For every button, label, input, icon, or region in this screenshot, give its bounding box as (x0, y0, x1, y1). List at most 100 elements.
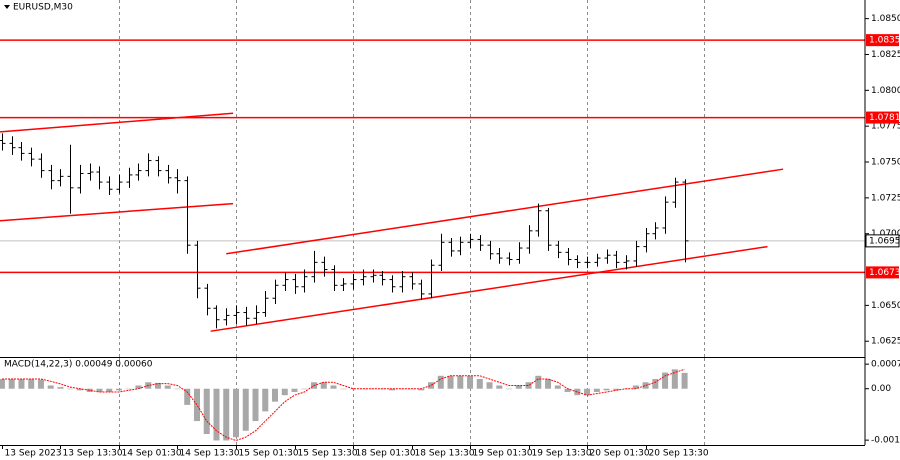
level-label: 1.0673 (869, 268, 900, 278)
histogram-bar (564, 388, 571, 392)
histogram-bar (203, 388, 210, 435)
level-label: 1.0835 (869, 36, 900, 46)
ohlc-bar (604, 249, 611, 264)
histogram-bar (164, 385, 171, 389)
ohlc-bar (340, 278, 347, 292)
histogram-bar (67, 388, 74, 390)
histogram-bar (0, 379, 5, 389)
histogram-bar (281, 388, 288, 396)
histogram-bar (486, 382, 493, 389)
y-tick-label: 1.0750 (871, 158, 900, 168)
histogram-bar (340, 388, 347, 390)
histogram-bar (154, 382, 161, 389)
trend-line (0, 202, 234, 222)
ohlc-bar (370, 269, 377, 283)
ohlc-bar (282, 272, 289, 292)
ohlc-bar (584, 256, 591, 269)
ohlc-bar (174, 169, 181, 194)
ohlc-bar (272, 279, 279, 304)
ohlc-bar (243, 306, 250, 326)
ohlc-bar (652, 222, 659, 240)
ohlc-bar (18, 141, 25, 161)
histogram-bar (28, 379, 35, 389)
histogram-bar (545, 379, 552, 389)
ohlc-bar (535, 203, 542, 237)
last-price-box (865, 234, 900, 248)
histogram-bar (389, 388, 396, 391)
histogram-bar (584, 388, 591, 396)
level-label: 1.0781 (869, 113, 900, 123)
histogram-bar (506, 388, 513, 390)
histogram-bar (262, 388, 269, 412)
x-tick-label: 20 Sep 13:30 (649, 449, 709, 459)
histogram-bar (115, 388, 122, 391)
x-tick-label: 20 Sep 01:30 (590, 449, 650, 459)
ohlc-bar (165, 164, 172, 184)
indicator-title: MACD(14,22,3) 0.00049 0.00060 (4, 360, 153, 370)
ohlc-bar (116, 174, 123, 194)
ohlc-bar (379, 270, 386, 286)
ohlc-bar (428, 259, 435, 299)
level-label-box (866, 34, 899, 47)
x-tick-label: 13 Sep 13:30 (63, 449, 123, 459)
ohlc-bar (204, 283, 211, 316)
ohlc-bar (516, 242, 523, 264)
ohlc-bar (48, 164, 55, 190)
ohlc-bar (106, 176, 113, 195)
ohlc-bar (389, 275, 396, 293)
histogram-bar (47, 385, 54, 389)
histogram-bar (252, 388, 259, 422)
ohlc-bar (633, 240, 640, 267)
ohlc-bar (9, 136, 16, 155)
y-tick-label: 1.0850 (871, 14, 900, 24)
ohlc-bar (135, 163, 142, 181)
ohlc-bar (496, 248, 503, 264)
histogram-bar (272, 388, 279, 402)
histogram-bar (467, 375, 474, 389)
ohlc-bar (545, 207, 552, 251)
y-tick-label: 1.0700 (871, 229, 900, 239)
ohlc-bar (594, 253, 601, 267)
histogram-bar (525, 382, 532, 389)
ohlc-bar (77, 164, 84, 194)
ohlc-bar (331, 265, 338, 292)
histogram-bar (418, 388, 425, 391)
ohlc-bar (28, 147, 35, 167)
ohlc-bar (184, 176, 191, 254)
ohlc-bar (448, 238, 455, 257)
histogram-bar (320, 382, 327, 389)
ohlc-bar (311, 250, 318, 283)
histogram-bar (632, 385, 639, 389)
trend-line (210, 245, 768, 332)
histogram-bar (642, 382, 649, 389)
x-tick-label: 14 Sep 13:30 (180, 449, 240, 459)
ohlc-bar (292, 273, 299, 294)
level-label-box (866, 266, 899, 279)
histogram-bar (232, 388, 239, 438)
ohlc-bar (155, 156, 162, 177)
ohlc-bar (487, 240, 494, 260)
level-label-box (866, 111, 899, 124)
histogram-bar (593, 388, 600, 392)
symbol-menu-icon[interactable] (4, 5, 10, 9)
histogram-bar (193, 388, 200, 422)
x-tick-label: 19 Sep 01:30 (473, 449, 533, 459)
histogram-bar (8, 379, 15, 389)
ohlc-bar (126, 167, 133, 188)
y-tick-label: 0.00 (871, 384, 891, 394)
ohlc-bar (467, 233, 474, 249)
y-tick-label: 1.0625 (871, 337, 900, 347)
ohlc-bar (262, 291, 269, 317)
signal-line (2, 368, 685, 442)
histogram-bar (457, 375, 464, 389)
histogram-bar (437, 375, 444, 389)
ohlc-bar (477, 235, 484, 251)
ohlc-bar (506, 252, 513, 266)
ohlc-bar (67, 144, 74, 214)
y-tick-label: 0.00076 (871, 360, 900, 370)
ohlc-bar (96, 166, 103, 190)
histogram-bar (603, 388, 610, 391)
ohlc-bar (145, 153, 152, 177)
histogram-bar (652, 379, 659, 389)
